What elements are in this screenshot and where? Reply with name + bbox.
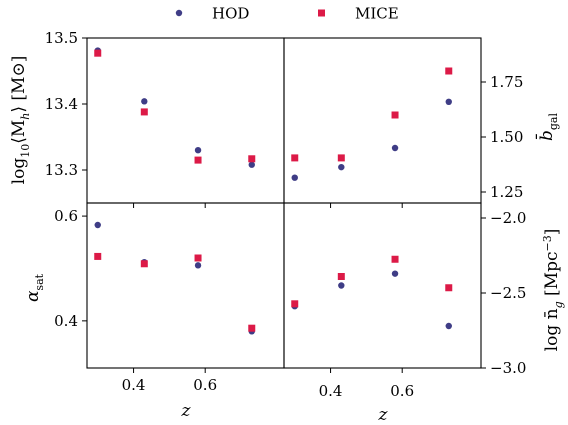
x-ticks: 0.4 0.6 <box>319 368 414 400</box>
point-mice <box>194 156 202 164</box>
point-mice <box>248 155 256 163</box>
y-tick-label: 0.4 <box>54 312 78 330</box>
y-tick-label: −2.0 <box>490 209 526 227</box>
point-hod <box>445 98 452 106</box>
y-tick-label: 1.25 <box>490 183 523 201</box>
panel-frame <box>86 37 285 204</box>
point-mice <box>140 260 148 268</box>
x-tick-label: 0.4 <box>122 376 146 394</box>
point-mice <box>337 273 345 280</box>
y-ticks: −3.0 −2.5 −2.0 <box>481 209 526 377</box>
x-tick-label: 0.4 <box>319 382 343 400</box>
point-hod <box>445 322 452 330</box>
point-mice <box>140 108 148 116</box>
legend: HOD MICE <box>175 5 399 23</box>
point-hod <box>391 144 399 152</box>
ylabel-top-right: b̄gal <box>534 113 560 141</box>
point-hod <box>338 282 345 289</box>
y-tick-label: 13.4 <box>45 95 78 113</box>
y-tick-label: 13.5 <box>45 29 78 47</box>
panel-bottom-left: 0.4 0.6 0.4 0.6 <box>54 202 285 394</box>
ylabel-bottom-left: αsat <box>23 273 46 302</box>
marks <box>94 47 256 168</box>
point-mice <box>248 324 256 332</box>
point-hod <box>248 161 255 168</box>
point-mice <box>337 154 345 162</box>
y-tick-label: −3.0 <box>490 359 526 377</box>
panel-top-left: 13.3 13.4 13.5 <box>45 29 285 208</box>
point-mice <box>291 300 299 308</box>
panel-frame <box>283 202 482 369</box>
point-hod <box>194 147 202 154</box>
ylabel-bottom-right: log n̄g [Mpc−3] <box>541 229 565 352</box>
panel-frame <box>283 37 482 204</box>
point-mice <box>194 254 202 262</box>
y-ticks: 13.3 13.4 13.5 <box>45 29 87 179</box>
marks <box>291 67 453 181</box>
y-tick-label: 1.50 <box>490 128 523 146</box>
legend-label-hod: HOD <box>212 5 249 23</box>
x-ticks: 0.4 0.6 <box>122 368 217 394</box>
point-mice <box>391 111 399 119</box>
y-tick-label: 0.6 <box>54 207 78 225</box>
marks <box>94 221 256 335</box>
ylabel-top-left: log10⟨Mh⟩ [M⊙] <box>9 56 32 185</box>
point-hod <box>141 98 148 105</box>
y-tick-label: 1.75 <box>490 73 523 91</box>
x-tick-label: 0.6 <box>390 382 414 400</box>
point-mice <box>445 67 453 75</box>
point-mice <box>94 252 102 260</box>
y-tick-label: −2.5 <box>490 284 526 302</box>
point-hod <box>391 270 399 277</box>
point-hod <box>291 174 298 181</box>
point-mice <box>291 154 299 162</box>
legend-label-mice: MICE <box>355 5 399 23</box>
legend-marker-hod <box>175 9 183 17</box>
xlabel-bottom-right: z <box>378 405 389 425</box>
marks <box>291 255 453 330</box>
panel-bottom-right: −3.0 −2.5 −2.0 0.4 0.6 <box>283 202 526 400</box>
x-tick-label: 0.6 <box>193 376 217 394</box>
point-hod <box>194 262 202 269</box>
panel-frame <box>86 202 285 369</box>
point-mice <box>94 49 102 57</box>
point-mice <box>391 255 399 263</box>
point-hod <box>338 163 345 171</box>
point-mice <box>445 284 453 292</box>
point-hod <box>94 221 101 229</box>
legend-marker-mice <box>318 9 325 17</box>
panel-top-right: 1.25 1.50 1.75 <box>283 37 523 208</box>
y-ticks: 1.25 1.50 1.75 <box>481 73 523 201</box>
y-ticks: 0.4 0.6 <box>54 207 87 330</box>
y-tick-label: 13.3 <box>45 161 78 179</box>
xlabel-bottom-left: z <box>181 401 192 421</box>
